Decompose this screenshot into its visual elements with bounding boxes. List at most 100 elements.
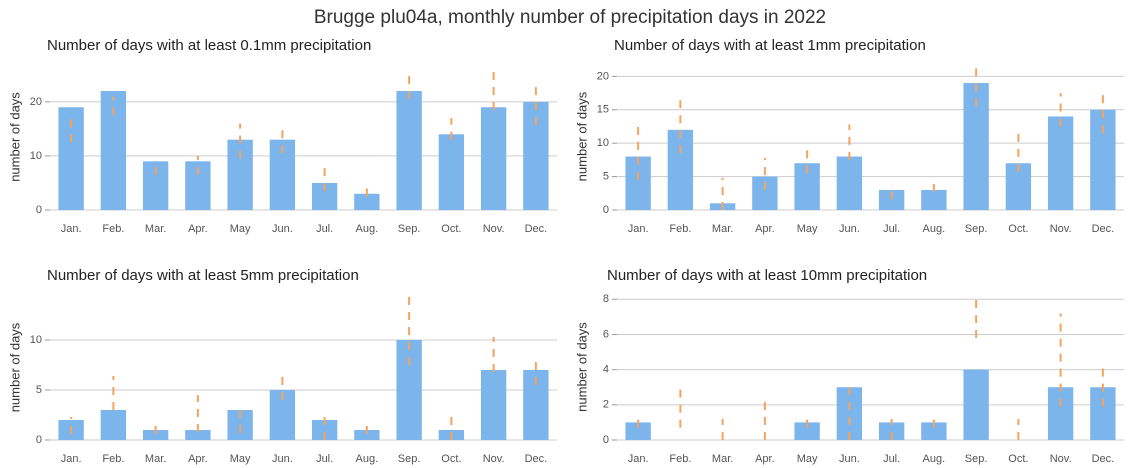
bar xyxy=(227,139,253,210)
bar xyxy=(185,430,211,440)
bar xyxy=(480,107,507,210)
x-tick-label: Jan. xyxy=(61,453,82,465)
y-axis-label: number of days xyxy=(7,92,22,182)
x-tick-label: Dec. xyxy=(525,223,548,235)
bar xyxy=(354,193,380,210)
y-tick-label: 8 xyxy=(603,293,609,305)
x-tick-label: Jun. xyxy=(839,453,860,465)
bar xyxy=(921,189,947,210)
x-tick-label: Sep. xyxy=(965,223,988,235)
x-tick-label: Jun. xyxy=(839,223,860,235)
y-tick-label: 2 xyxy=(603,399,609,411)
x-tick-label: Aug. xyxy=(923,223,946,235)
chart-title: Number of days with at least 1mm precipi… xyxy=(614,37,926,54)
x-tick-label: May xyxy=(230,223,251,235)
bar xyxy=(878,189,905,210)
x-tick-label: Sep. xyxy=(398,453,421,465)
x-tick-label: Feb. xyxy=(102,223,124,235)
bar xyxy=(921,422,947,440)
y-tick-label: 0 xyxy=(603,204,609,216)
x-tick-label: Dec. xyxy=(1092,453,1115,465)
x-tick-label: Mar. xyxy=(712,453,733,465)
y-tick-label: 15 xyxy=(597,104,609,116)
x-tick-label: Jan. xyxy=(628,223,649,235)
x-tick-label: Apr. xyxy=(188,453,208,465)
y-axis-label: number of days xyxy=(574,322,589,412)
x-tick-label: Feb. xyxy=(102,453,124,465)
x-tick-label: Apr. xyxy=(188,223,208,235)
page-title: Brugge plu04a, monthly number of precipi… xyxy=(314,7,826,28)
bar xyxy=(480,370,507,440)
bar xyxy=(1090,387,1116,440)
x-tick-label: May xyxy=(230,453,251,465)
x-tick-label: Mar. xyxy=(712,223,733,235)
x-tick-label: Oct. xyxy=(441,453,461,465)
x-tick-label: Jan. xyxy=(61,223,82,235)
x-tick-label: Oct. xyxy=(1008,223,1028,235)
x-tick-label: Jul. xyxy=(883,223,900,235)
y-tick-label: 0 xyxy=(603,434,609,446)
y-tick-label: 4 xyxy=(603,364,609,376)
x-tick-label: May xyxy=(797,223,818,235)
bar xyxy=(963,369,989,440)
bar xyxy=(836,156,863,210)
x-tick-label: Feb. xyxy=(669,223,691,235)
x-tick-label: Mar. xyxy=(145,223,166,235)
y-tick-label: 0 xyxy=(36,204,42,216)
y-tick-label: 0 xyxy=(36,434,42,446)
bar xyxy=(1090,109,1116,210)
bar xyxy=(625,422,651,440)
x-tick-label: Apr. xyxy=(755,223,775,235)
bar xyxy=(396,340,422,440)
x-tick-label: Jun. xyxy=(272,453,293,465)
bar xyxy=(752,176,778,210)
x-tick-label: Oct. xyxy=(1008,453,1028,465)
y-tick-label: 10 xyxy=(597,137,609,149)
y-axis-label: number of days xyxy=(574,91,589,181)
bar xyxy=(1047,116,1074,210)
bar xyxy=(396,91,422,210)
bar xyxy=(878,422,905,440)
x-tick-label: Apr. xyxy=(755,453,775,465)
x-tick-label: Sep. xyxy=(965,453,988,465)
bar xyxy=(1047,387,1074,440)
x-tick-label: Nov. xyxy=(483,223,505,235)
x-tick-label: Nov. xyxy=(483,453,505,465)
y-tick-label: 5 xyxy=(36,384,42,396)
x-tick-label: Jun. xyxy=(272,223,293,235)
chart-title: Number of days with at least 10mm precip… xyxy=(607,267,927,284)
y-tick-label: 5 xyxy=(603,170,609,182)
y-axis-label: number of days xyxy=(7,322,22,412)
bar xyxy=(836,387,863,440)
x-tick-label: Jan. xyxy=(628,453,649,465)
x-tick-label: Oct. xyxy=(441,223,461,235)
chart-title: Number of days with at least 0.1mm preci… xyxy=(47,37,371,54)
bar xyxy=(142,430,169,440)
x-tick-label: Nov. xyxy=(1050,223,1072,235)
y-tick-label: 10 xyxy=(30,150,42,162)
chart-title: Number of days with at least 5mm precipi… xyxy=(47,267,359,284)
y-tick-label: 6 xyxy=(603,328,609,340)
x-tick-label: Feb. xyxy=(669,453,691,465)
y-tick-label: 20 xyxy=(30,96,42,108)
bar xyxy=(354,430,380,440)
bar xyxy=(438,134,465,210)
x-tick-label: Nov. xyxy=(1050,453,1072,465)
x-tick-label: Aug. xyxy=(923,453,946,465)
x-tick-label: May xyxy=(797,453,818,465)
x-tick-label: Dec. xyxy=(1092,223,1115,235)
bar xyxy=(311,420,338,440)
x-tick-label: Jul. xyxy=(883,453,900,465)
x-tick-label: Dec. xyxy=(525,453,548,465)
y-tick-label: 10 xyxy=(30,334,42,346)
x-tick-label: Sep. xyxy=(398,223,421,235)
x-tick-label: Aug. xyxy=(356,223,379,235)
bar xyxy=(794,422,820,440)
bar xyxy=(100,410,127,440)
x-tick-label: Jul. xyxy=(316,223,333,235)
x-tick-label: Mar. xyxy=(145,453,166,465)
bar xyxy=(625,156,651,210)
x-tick-label: Jul. xyxy=(316,453,333,465)
bar xyxy=(667,129,694,210)
